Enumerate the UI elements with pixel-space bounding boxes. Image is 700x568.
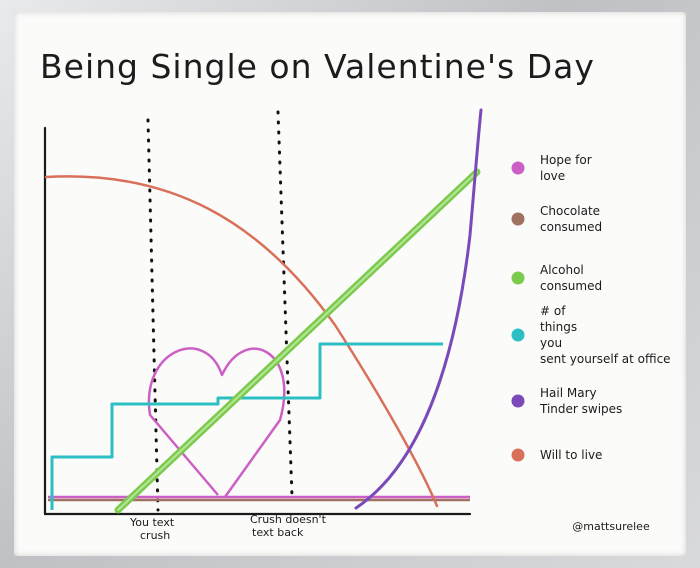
event-line-crush-doesnt-text-back	[276, 110, 294, 498]
series-line-alcohol-consumed-highlight	[117, 171, 478, 511]
event-line-you-text-crush	[146, 118, 160, 512]
legend: Hope for love Chocolate consumed Alcohol cons…	[511, 153, 671, 462]
legend-label-2: Alcohol consumed	[540, 263, 602, 293]
legend-marker-5	[511, 448, 525, 462]
series-line-tinder-swipes	[354, 108, 483, 510]
whiteboard-surface	[14, 12, 686, 556]
chart-title: Being Single on Valentine's Day	[40, 47, 595, 86]
series-line-hope-heart	[147, 347, 286, 498]
event-label-1-line2: crush	[140, 529, 170, 542]
series-line-things-sent-to-office	[50, 342, 443, 510]
legend-marker-0	[511, 161, 525, 175]
legend-label-1: Chocolate consumed	[540, 204, 602, 234]
legend-marker-4	[511, 394, 525, 408]
legend-label-3: # of things you sent yourself at office	[540, 304, 671, 366]
legend-label-0: Hope for love	[540, 153, 592, 183]
legend-label-4: Hail Mary Tinder swipes	[539, 386, 622, 416]
signature: @mattsurelee	[572, 520, 650, 533]
event-label-2-line1: Crush doesn't	[250, 513, 327, 526]
legend-label-5: Will to live	[540, 448, 602, 462]
legend-marker-1	[511, 212, 525, 226]
event-label-2-line2: text back	[252, 526, 304, 539]
legend-marker-3	[511, 328, 525, 342]
series-line-will-to-live	[44, 175, 439, 508]
legend-marker-2	[511, 271, 525, 285]
event-label-1-line1: You text	[129, 516, 175, 529]
